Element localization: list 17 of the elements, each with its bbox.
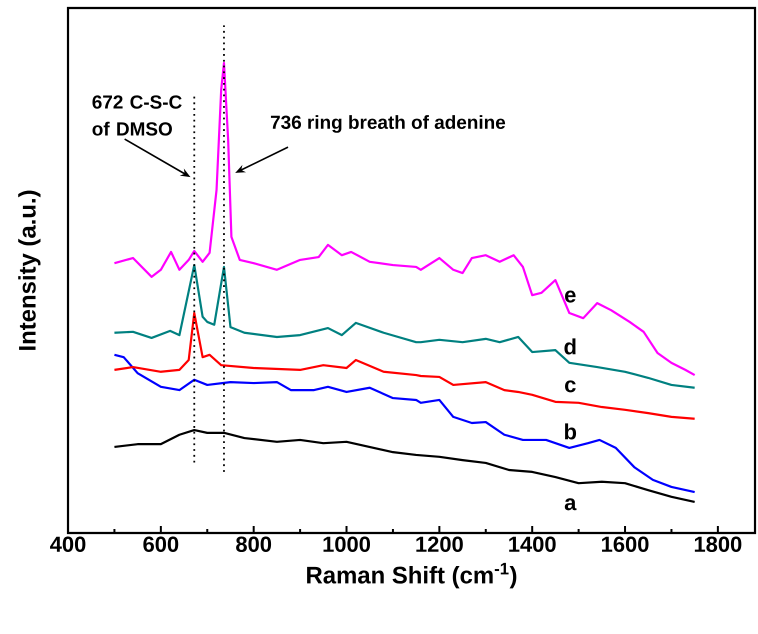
series-label: d bbox=[564, 338, 576, 354]
x-tick-label: 1600 bbox=[602, 536, 649, 552]
ref-line-label: 672 C-S-C of DMSO bbox=[92, 95, 182, 136]
series-label: a bbox=[564, 498, 576, 510]
series-label: b bbox=[565, 423, 576, 440]
y-axis-title: Intensity (a.u.) bbox=[18, 190, 40, 350]
series-label: e bbox=[565, 290, 576, 303]
x-tick-label: 600 bbox=[143, 536, 178, 552]
x-tick-label: 1400 bbox=[509, 536, 556, 552]
x-tick-label: 400 bbox=[50, 536, 86, 552]
x-axis-title: Raman Shift (cm$^{-1}$) bbox=[307, 562, 516, 588]
series-label: c bbox=[565, 380, 576, 392]
x-tick-label: 1200 bbox=[416, 536, 463, 552]
x-tick-label: 1800 bbox=[694, 536, 742, 552]
x-tick-label: 800 bbox=[236, 536, 272, 552]
x-tick-label: 1000 bbox=[324, 536, 370, 552]
ref-line-label: 736 ring breath of adenine bbox=[270, 115, 506, 133]
